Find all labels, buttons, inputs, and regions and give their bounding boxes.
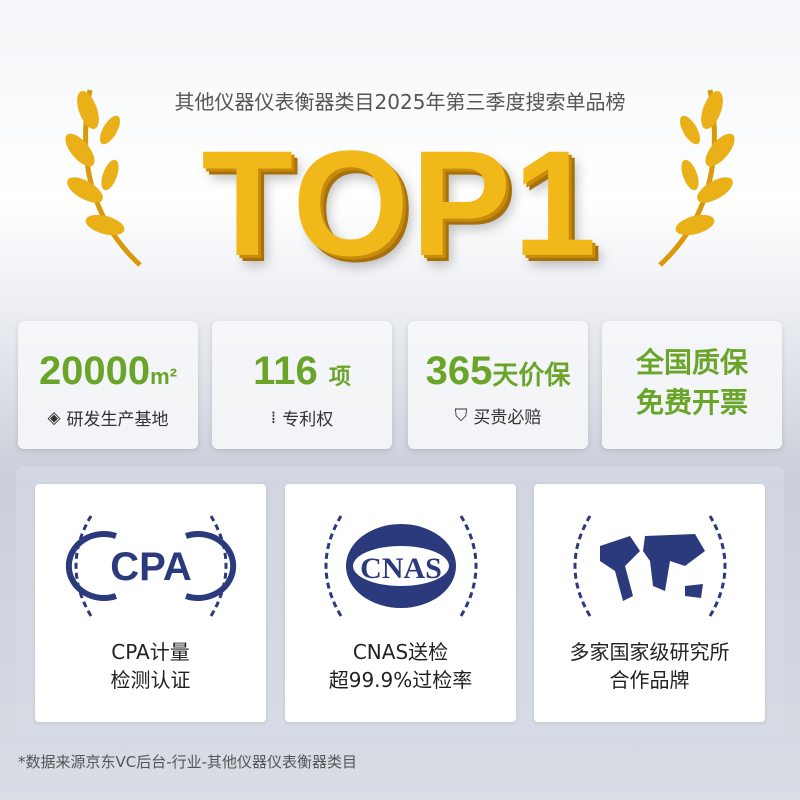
cert-card-cpa: CPA CPA计量检测认证 [35,484,266,722]
cert-card-institutes: 多家国家级研究所 合作品牌 [534,484,765,722]
world-map-laurel-icon [573,515,726,617]
cert-desc: 合作品牌 [609,668,690,692]
cert-title: CNAS送检 [352,640,449,664]
cert-desc: 超99.9%过检率 [328,668,473,692]
cert-card-cnas: CNAS CNAS送检 超99.9%过检率 [285,484,516,722]
stat-value: 116 [253,349,318,393]
top1-title: TOP1 [201,119,599,287]
patent-icon: ⁞ [270,407,277,428]
cpa-logo-icon: CPA [65,515,236,617]
cert-title: CPA计量 [111,640,190,664]
stat-value: 20000 [38,349,151,393]
svg-text:CPA: CPA [110,545,191,589]
stat-value: 365 [425,349,493,393]
warranty-line: 全国质保 [635,346,748,379]
factory-layers-icon: ◈ [47,407,61,428]
stat-label: 研发生产基地 [66,410,169,430]
cert-desc: 检测认证 [110,668,191,692]
stat-label: 专利权 [282,410,334,430]
stat-unit: m² [150,364,178,389]
laurel-left-icon [50,80,160,294]
stat-unit: 项 [328,364,351,389]
svg-text:CNAS: CNAS [360,552,442,585]
invoice-line: 免费开票 [635,386,748,419]
stat-unit: 天价保 [492,360,571,390]
stat-card-factory: 20000m² ◈ 研发生产基地 [18,321,198,449]
cert-title: 多家国家级研究所 [569,640,730,664]
price-protect-shield-icon: ⛉ [454,405,468,426]
stat-card-warranty: 全国质保 免费开票 [602,321,782,449]
stat-card-price-protect: 365天价保 ⛉ 买贵必赔 [408,321,588,449]
data-source-footnote: *数据来源京东VC后台-行业-其他仪器仪表衡器类目 [18,753,358,771]
ranking-subtitle: 其他仪器仪表衡器类目2025年第三季度搜索单品榜 [174,90,626,114]
stat-label: 买贵必赔 [473,408,542,428]
cnas-logo-icon: CNAS [324,515,477,617]
laurel-right-icon [640,80,750,294]
stat-card-patent: 116 项 ⁞ 专利权 [212,321,392,449]
